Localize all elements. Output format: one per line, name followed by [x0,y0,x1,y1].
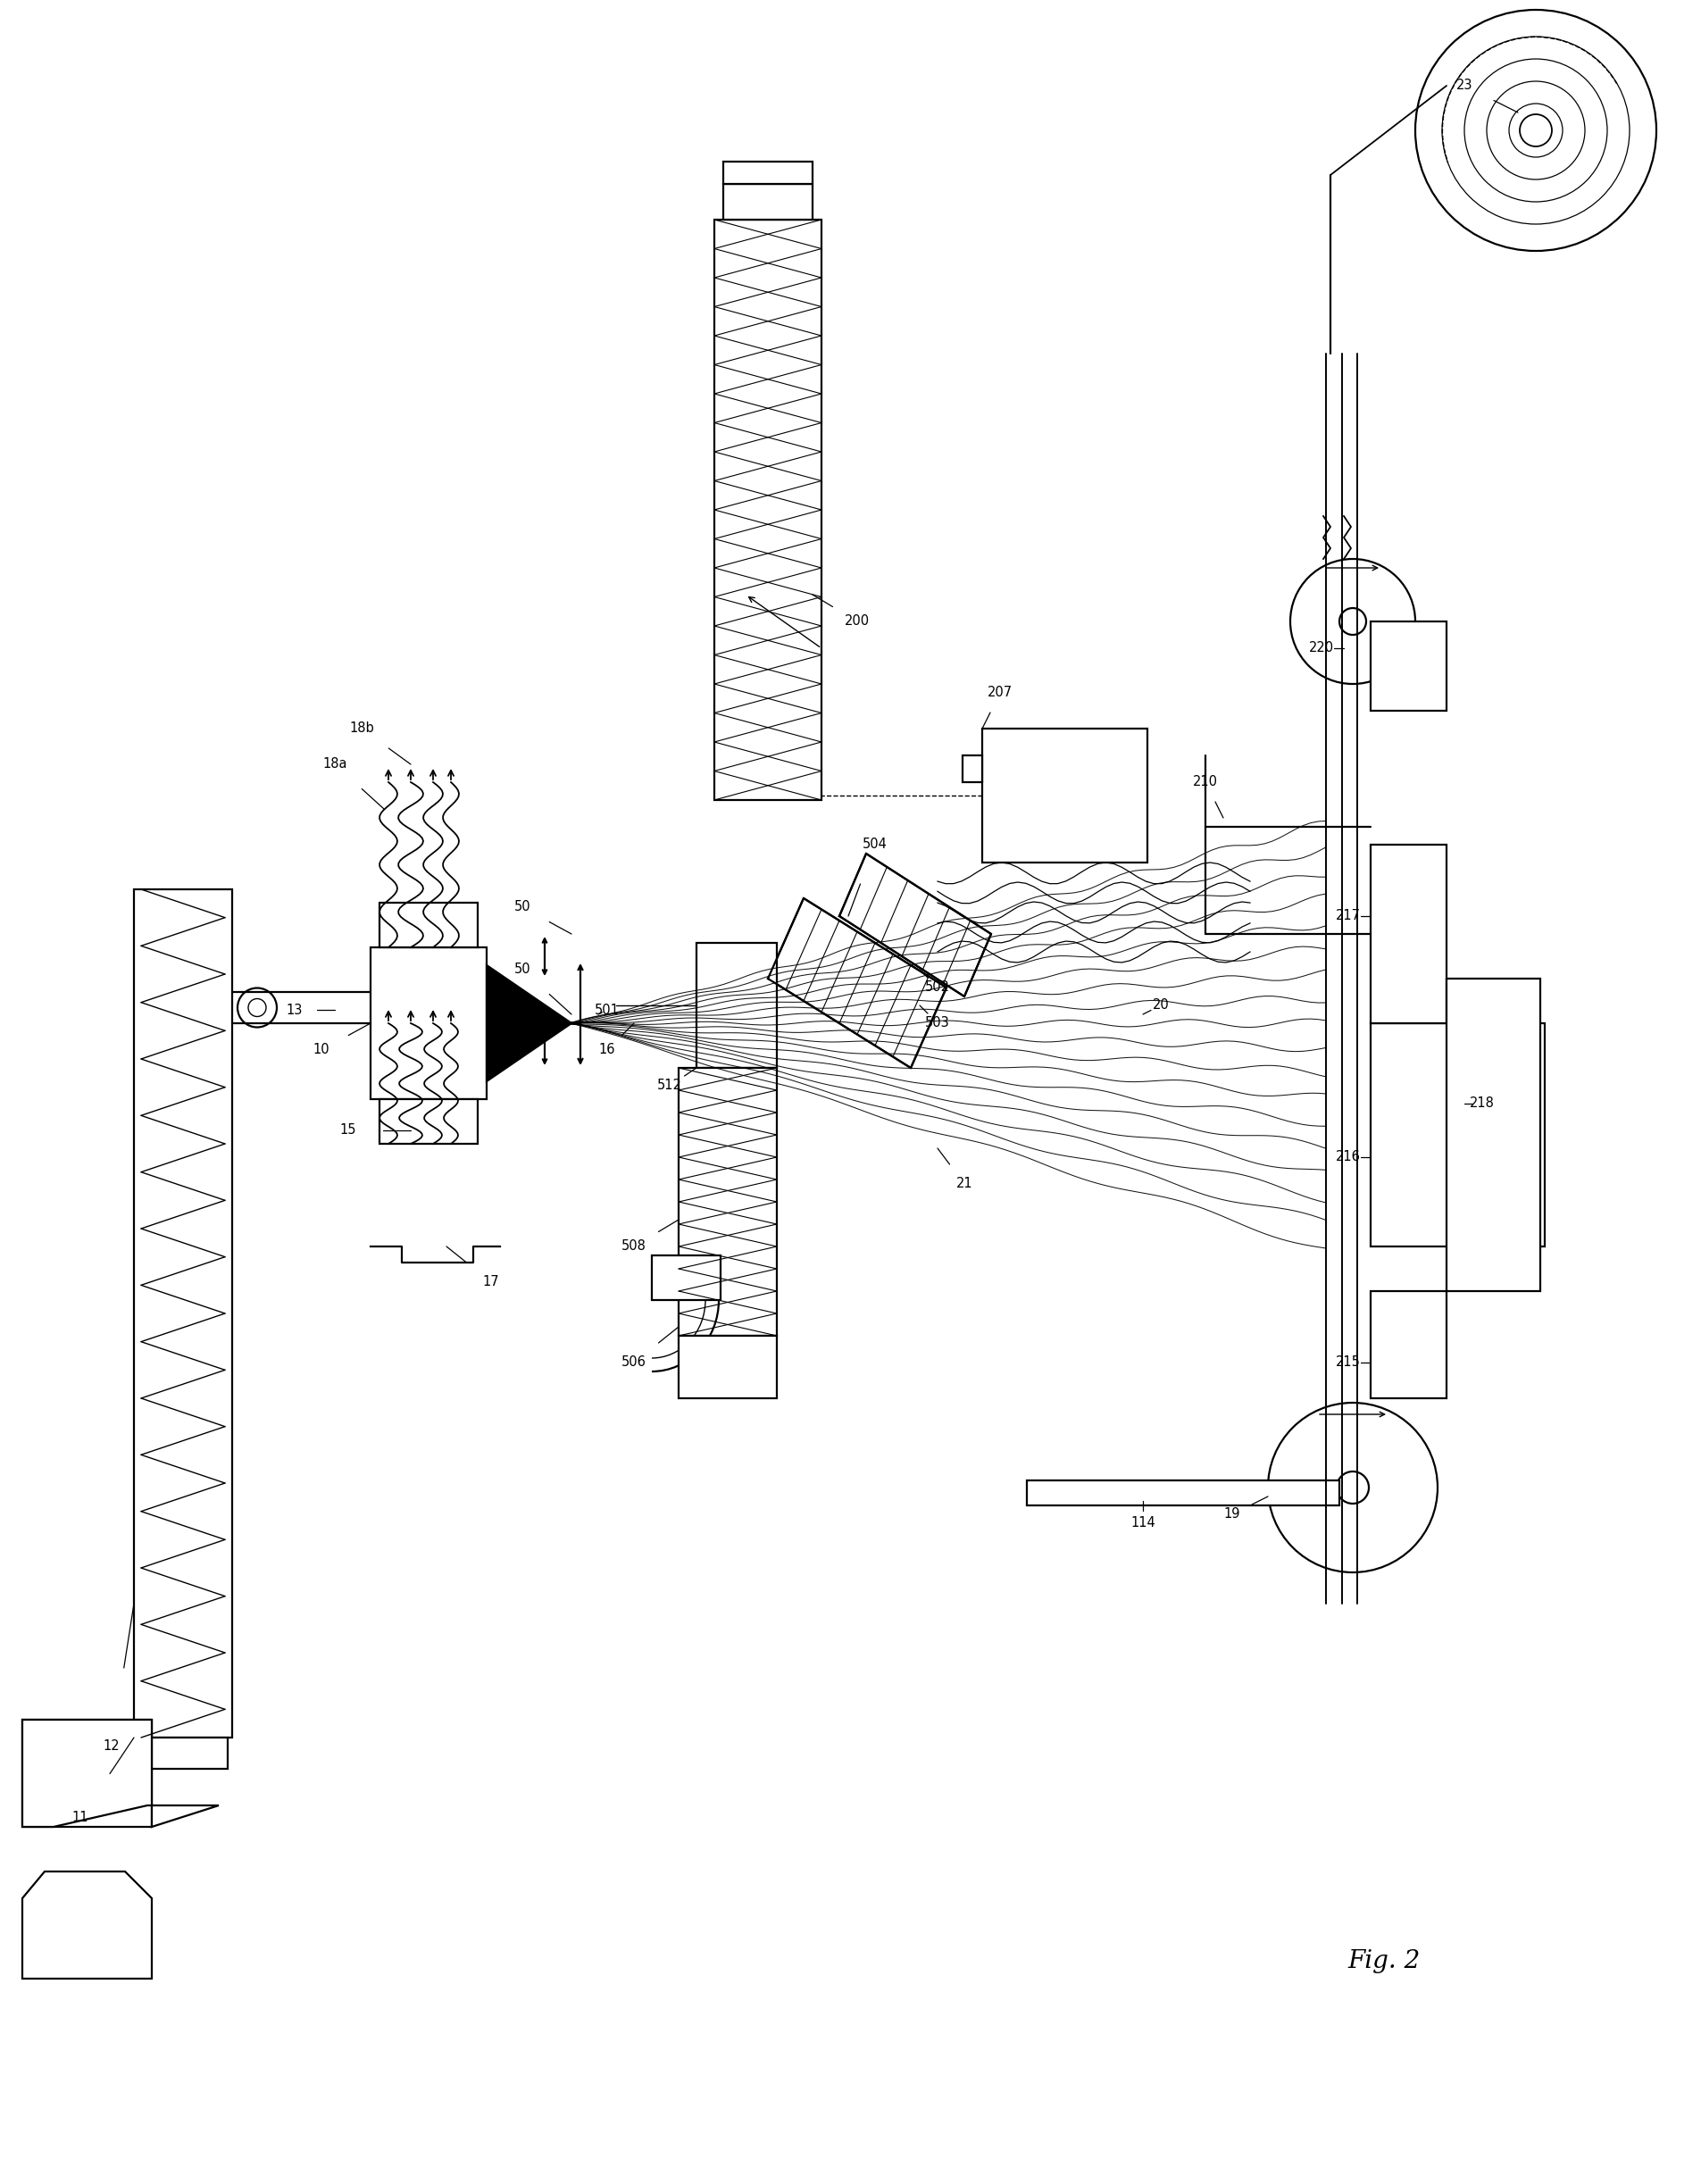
Text: 503: 503 [925,1016,949,1031]
Text: 218: 218 [1470,1096,1495,1109]
Bar [696,943,777,1068]
Bar [963,756,981,782]
Bar [651,1256,721,1299]
Circle shape [1337,1472,1369,1503]
Text: 12: 12 [104,1741,121,1754]
Text: 207: 207 [988,686,1012,699]
Text: 217: 217 [1335,909,1361,924]
Text: 502: 502 [925,981,951,994]
Bar [1371,622,1446,710]
Polygon shape [767,898,946,1068]
Circle shape [1442,37,1630,225]
Polygon shape [839,854,992,996]
Text: 11: 11 [71,1811,88,1824]
Bar [723,183,813,221]
Bar [723,162,813,183]
Bar [1371,1291,1446,1398]
Text: 508: 508 [621,1241,646,1254]
Text: Fig. 2: Fig. 2 [1347,1948,1420,1972]
Bar [379,902,478,948]
Bar [1446,978,1541,1291]
Bar [679,1068,777,1337]
Text: 215: 215 [1335,1356,1361,1369]
Circle shape [1509,103,1563,157]
Text: 16: 16 [599,1044,616,1057]
Text: 15: 15 [340,1125,357,1138]
Text: 200: 200 [845,614,869,629]
Bar [371,948,486,1099]
Text: 220: 220 [1310,642,1334,655]
Circle shape [1267,1402,1437,1572]
Circle shape [1465,59,1607,201]
Circle shape [1415,9,1657,251]
Polygon shape [486,965,572,1081]
Text: 114: 114 [1131,1516,1155,1531]
Bar [714,221,822,799]
Text: 21: 21 [956,1177,973,1190]
Text: 18b: 18b [349,723,374,736]
Bar [379,1099,478,1144]
Circle shape [1339,607,1366,636]
Circle shape [1519,114,1551,146]
Text: 17: 17 [483,1275,500,1289]
Circle shape [1291,559,1415,684]
Bar [1371,1024,1545,1247]
Text: 18a: 18a [323,758,347,771]
Text: 512: 512 [657,1079,682,1092]
Circle shape [248,998,265,1016]
Text: 50: 50 [514,963,531,976]
Text: 50: 50 [514,900,531,913]
Bar [981,729,1148,863]
Bar [1027,1481,1339,1505]
Polygon shape [22,1719,219,1826]
Bar [679,1337,777,1398]
Text: 501: 501 [595,1002,619,1016]
Text: 10: 10 [313,1044,330,1057]
Text: 216: 216 [1335,1151,1361,1164]
Text: 210: 210 [1192,775,1218,788]
Text: 504: 504 [862,839,888,852]
Text: 506: 506 [621,1356,646,1369]
Bar [134,889,231,1738]
Bar [22,1719,151,1826]
Circle shape [238,987,277,1026]
Text: 13: 13 [286,1002,303,1016]
Bar [138,1738,228,1769]
Text: 19: 19 [1225,1507,1240,1520]
Text: 23: 23 [1456,79,1473,92]
Text: 20: 20 [1152,998,1169,1011]
Polygon shape [22,1872,151,1979]
Bar [1371,845,1446,1024]
Circle shape [1487,81,1585,179]
